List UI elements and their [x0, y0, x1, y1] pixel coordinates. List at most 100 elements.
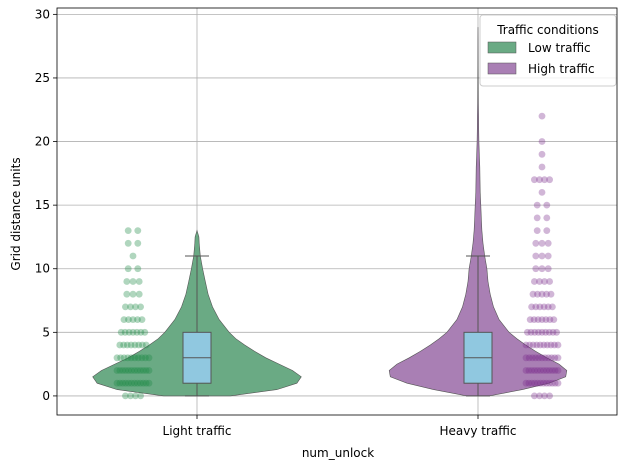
strip-point	[134, 227, 142, 235]
strip-point	[538, 112, 546, 120]
strip-point	[531, 278, 538, 285]
strip-point	[545, 379, 553, 387]
strip-point	[127, 354, 135, 362]
strip-point	[544, 303, 552, 311]
strip-point	[548, 379, 556, 387]
strip-point	[127, 341, 135, 349]
strip-point	[534, 316, 542, 323]
strip-point	[529, 290, 537, 298]
strip-point	[135, 341, 143, 349]
strip-point	[548, 354, 555, 362]
strip-point	[526, 341, 533, 349]
plot-frame	[56, 7, 618, 416]
strip-point	[535, 328, 542, 336]
strip-point	[554, 367, 562, 374]
strip-point	[538, 316, 546, 323]
strip-point	[554, 379, 562, 387]
strip-point	[129, 278, 137, 285]
strip-point	[530, 316, 538, 323]
x-tick-label: Light traffic	[163, 424, 232, 438]
strip-point	[134, 367, 141, 374]
y-tick-label: 15	[35, 198, 50, 212]
strip-point	[131, 354, 139, 362]
strip-point	[116, 341, 124, 349]
strip-point	[120, 316, 128, 323]
strip-point	[124, 239, 132, 247]
strip-point	[547, 341, 555, 349]
strip-point	[543, 214, 551, 222]
strip-point	[543, 367, 550, 374]
strip-point	[133, 328, 141, 336]
strip-point	[135, 290, 143, 298]
legend-title: Traffic conditions	[496, 23, 599, 37]
strip-point	[128, 367, 135, 374]
strip-point	[546, 392, 553, 400]
strip-point	[134, 354, 142, 362]
strip-point	[522, 379, 530, 387]
strip-point	[543, 379, 550, 387]
strip-point	[547, 290, 555, 298]
strip-point	[536, 303, 544, 311]
strip-point	[125, 316, 132, 323]
strip-point	[127, 303, 134, 311]
strip-point	[546, 176, 553, 184]
strip-point	[145, 367, 153, 374]
strip-point	[531, 379, 539, 387]
strip-point	[135, 278, 143, 285]
strip-point	[534, 290, 541, 298]
strip-point	[545, 367, 553, 374]
strip-point	[549, 328, 557, 336]
strip-point	[131, 379, 138, 387]
strip-point	[525, 354, 533, 362]
strip-point	[125, 379, 132, 387]
strip-point	[120, 354, 128, 362]
strip-point	[533, 214, 541, 222]
strip-point	[142, 341, 150, 349]
strip-point	[534, 379, 541, 387]
strip-point	[122, 367, 130, 374]
strip-point	[522, 354, 530, 362]
strip-point	[129, 252, 137, 260]
y-tick-label: 10	[35, 262, 50, 276]
strip-point	[527, 328, 535, 336]
strip-point	[531, 367, 539, 374]
strip-point	[136, 367, 144, 374]
strip-point	[122, 392, 129, 400]
legend-label-low-traffic: Low traffic	[528, 41, 591, 55]
x-axis-label: num_unlock	[302, 446, 374, 460]
strip-point	[531, 328, 539, 336]
strip-point	[551, 341, 558, 349]
strip-point	[136, 379, 144, 387]
strip-point	[134, 239, 142, 247]
violin-high-traffic	[388, 27, 568, 397]
strip-point	[554, 341, 562, 349]
strip-point	[533, 201, 541, 209]
strip-point	[545, 354, 552, 362]
strip-point	[542, 328, 549, 336]
strip-point	[537, 379, 544, 387]
strip-point	[117, 328, 125, 336]
strip-point	[533, 341, 541, 349]
strip-point	[541, 278, 548, 285]
strip-point	[544, 239, 552, 247]
strip-point	[132, 392, 139, 400]
strip-point	[123, 290, 131, 298]
strip-point	[544, 265, 552, 273]
y-tick-label: 0	[42, 389, 50, 403]
strip-point	[528, 303, 535, 311]
strip-point	[119, 379, 127, 387]
strip-point	[538, 328, 546, 336]
strip-point	[541, 354, 549, 362]
strip-point	[532, 354, 539, 362]
strip-point	[553, 328, 560, 336]
strip-point	[124, 227, 132, 235]
strip-point	[526, 316, 534, 323]
strip-point	[528, 367, 536, 374]
strip-point	[546, 316, 554, 323]
y-tick-label: 20	[35, 135, 50, 149]
strip-point	[116, 379, 124, 387]
strip-point	[119, 367, 127, 374]
legend-swatch-low-traffic	[487, 41, 517, 54]
strip-point	[125, 328, 133, 336]
strip-point	[532, 303, 540, 311]
